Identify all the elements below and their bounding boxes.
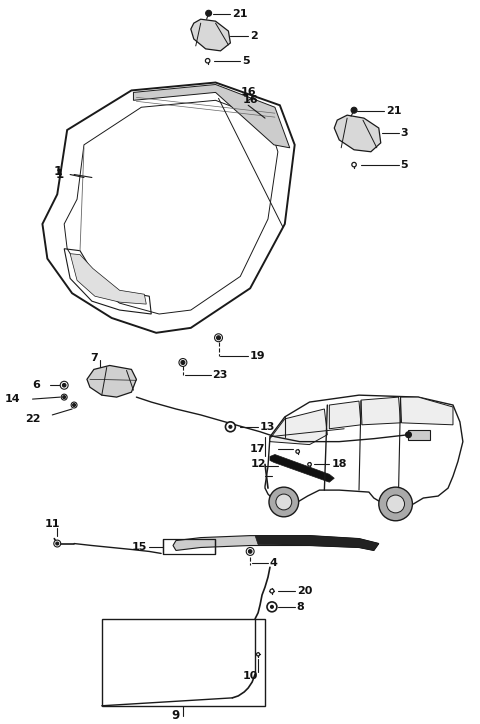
Text: 10: 10 xyxy=(242,671,258,681)
Text: 19: 19 xyxy=(250,350,266,361)
Text: 9: 9 xyxy=(172,710,180,722)
Circle shape xyxy=(215,334,222,342)
Polygon shape xyxy=(191,20,230,51)
Text: 7: 7 xyxy=(90,353,97,363)
Circle shape xyxy=(387,495,405,513)
Circle shape xyxy=(54,540,61,547)
Circle shape xyxy=(267,602,277,612)
Bar xyxy=(408,430,430,439)
Text: 22: 22 xyxy=(25,414,40,424)
Circle shape xyxy=(270,589,274,593)
Text: 4: 4 xyxy=(270,558,278,568)
Circle shape xyxy=(205,10,212,16)
Text: 2: 2 xyxy=(250,31,258,41)
Text: 1: 1 xyxy=(56,168,64,181)
Text: 1: 1 xyxy=(53,165,62,178)
Polygon shape xyxy=(255,536,379,550)
Circle shape xyxy=(246,547,254,555)
Bar xyxy=(102,619,265,706)
Text: 11: 11 xyxy=(45,518,60,529)
Circle shape xyxy=(61,394,67,400)
Circle shape xyxy=(71,402,77,408)
Circle shape xyxy=(181,361,185,364)
Circle shape xyxy=(351,107,357,113)
Polygon shape xyxy=(400,397,453,425)
Text: 3: 3 xyxy=(400,128,408,138)
Text: 8: 8 xyxy=(297,602,304,612)
Circle shape xyxy=(72,403,75,406)
Circle shape xyxy=(60,382,68,390)
Text: 12: 12 xyxy=(251,460,266,469)
Text: 21: 21 xyxy=(232,9,248,20)
Text: 6: 6 xyxy=(33,380,40,390)
Circle shape xyxy=(248,550,252,553)
Text: 18: 18 xyxy=(331,460,347,469)
Text: 20: 20 xyxy=(297,586,312,596)
Text: 15: 15 xyxy=(132,542,147,552)
Circle shape xyxy=(276,494,292,510)
Bar xyxy=(163,539,215,555)
Text: 5: 5 xyxy=(242,56,250,66)
Circle shape xyxy=(406,432,411,438)
Circle shape xyxy=(62,384,66,387)
Polygon shape xyxy=(133,85,290,148)
Circle shape xyxy=(226,422,235,432)
Text: 21: 21 xyxy=(386,106,401,117)
Circle shape xyxy=(179,358,187,366)
Text: 5: 5 xyxy=(400,159,408,169)
Text: 16: 16 xyxy=(240,88,256,98)
Circle shape xyxy=(56,542,59,545)
Polygon shape xyxy=(329,401,361,429)
Text: 17: 17 xyxy=(250,444,265,453)
Text: 16: 16 xyxy=(242,96,258,105)
Circle shape xyxy=(229,425,232,429)
Text: 14: 14 xyxy=(5,394,21,404)
Circle shape xyxy=(296,450,300,453)
Polygon shape xyxy=(270,409,327,445)
Polygon shape xyxy=(334,115,381,152)
Circle shape xyxy=(308,463,312,466)
Polygon shape xyxy=(173,536,379,550)
Circle shape xyxy=(379,487,412,521)
Polygon shape xyxy=(87,366,136,397)
Circle shape xyxy=(205,59,210,63)
Text: 23: 23 xyxy=(213,371,228,380)
Circle shape xyxy=(270,605,274,608)
Text: 13: 13 xyxy=(260,422,276,432)
Circle shape xyxy=(352,162,356,167)
Polygon shape xyxy=(70,253,146,304)
Circle shape xyxy=(269,487,299,517)
Circle shape xyxy=(256,653,260,656)
Circle shape xyxy=(216,336,220,340)
Polygon shape xyxy=(270,455,334,482)
Circle shape xyxy=(63,395,66,399)
Polygon shape xyxy=(361,397,400,425)
